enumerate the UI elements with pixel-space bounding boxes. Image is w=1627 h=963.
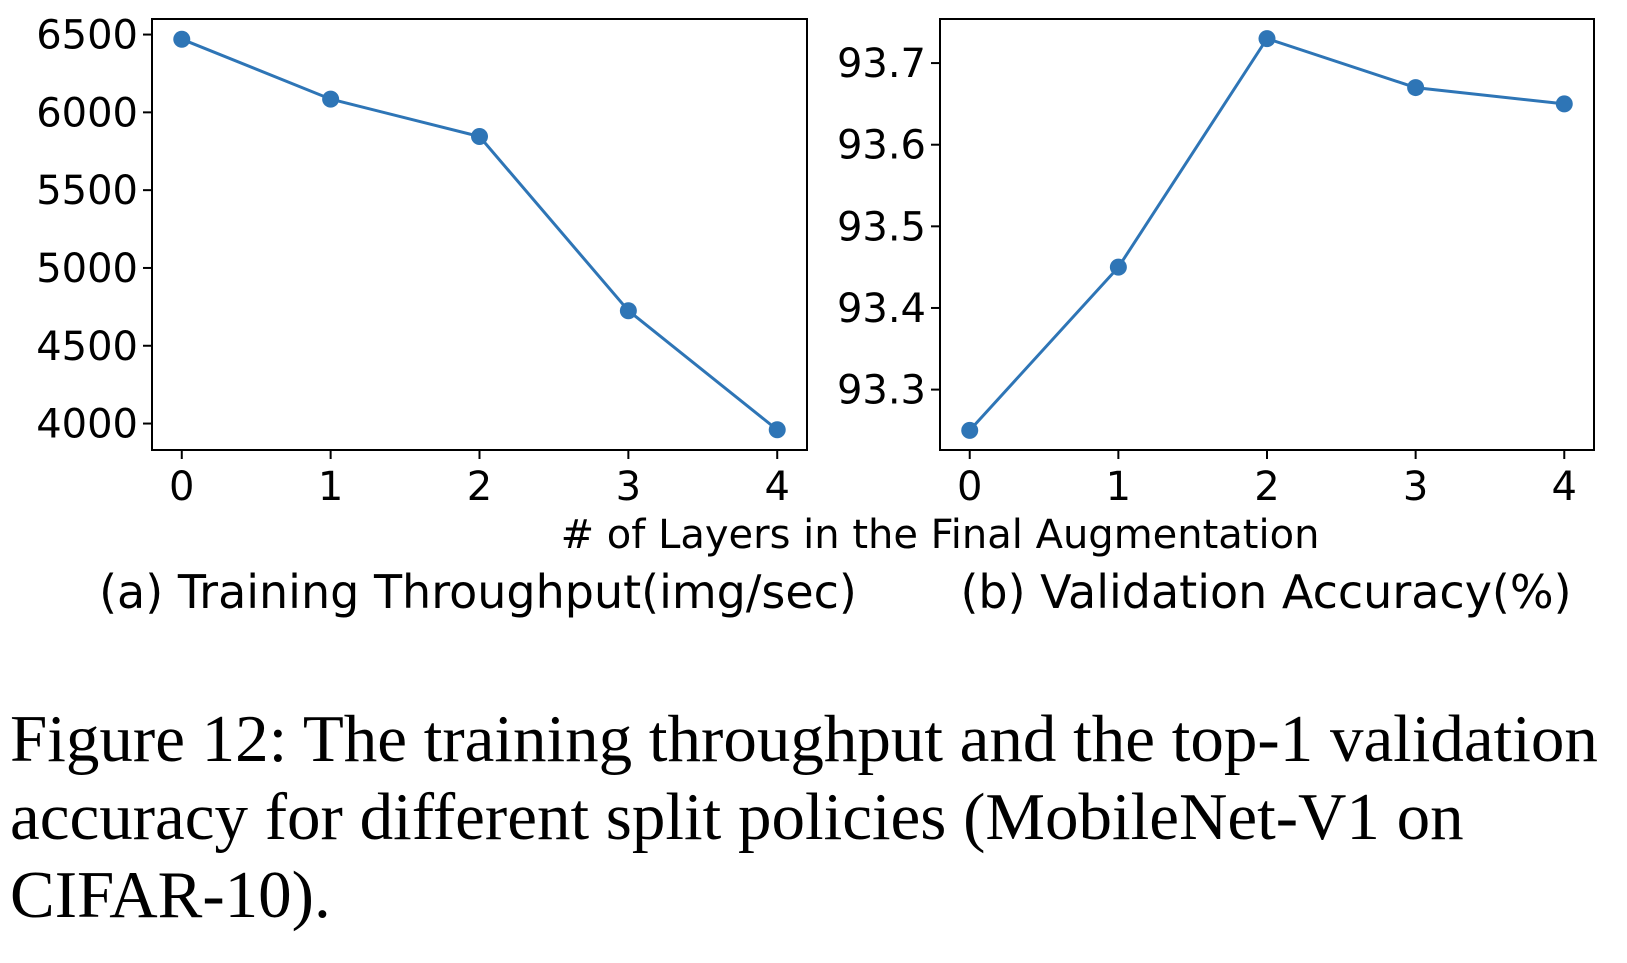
data-point (1407, 79, 1425, 97)
data-point (1555, 95, 1573, 113)
x-tick-label: 4 (765, 464, 790, 510)
y-tick-label: 93.7 (837, 41, 926, 87)
y-tick-label: 6000 (36, 90, 138, 136)
y-tick-label: 5000 (36, 246, 138, 292)
plot-frame (151, 18, 808, 451)
y-tick-label: 93.4 (837, 286, 926, 332)
x-tick-label: 1 (1106, 464, 1131, 510)
chart-validation-accuracy: 93.3 93.4 93.5 93.6 93.7 0 1 2 3 4 (837, 18, 1595, 510)
figure-caption: Figure 12: The training throughput and t… (10, 702, 1598, 932)
y-tick-label: 5500 (36, 168, 138, 214)
subcaption-b: (b) Validation Accuracy(%) (960, 565, 1571, 619)
y-tick-label: 93.3 (837, 368, 926, 414)
data-point (471, 127, 488, 145)
data-point (1109, 258, 1127, 276)
shared-x-axis-label: # of Layers in the Final Augmentation (561, 512, 1320, 558)
data-point (768, 421, 786, 439)
series-line (181, 37, 779, 431)
x-tick-label: 1 (318, 464, 343, 510)
x-tick-label: 3 (616, 464, 641, 510)
data-point (1258, 30, 1276, 48)
subcaption-a: (a) Training Throughput(img/sec) (99, 565, 857, 619)
x-tick-label: 4 (1552, 464, 1577, 510)
x-tick-label: 2 (1254, 464, 1279, 510)
y-tick-label: 93.6 (837, 123, 926, 169)
y-tick-label: 93.5 (837, 204, 926, 250)
x-tick-label: 3 (1403, 464, 1428, 510)
data-point (173, 30, 191, 48)
plot-frame (939, 18, 1595, 451)
y-tick-label: 4000 (36, 402, 138, 448)
data-point (322, 90, 340, 108)
x-tick-label: 0 (169, 464, 194, 510)
chart-training-throughput: 4000 4500 5000 5500 6000 6500 0 1 2 3 4 (36, 13, 808, 510)
data-point (961, 421, 979, 439)
data-point (619, 302, 637, 320)
x-tick-label: 0 (957, 464, 982, 510)
y-tick-label: 6500 (36, 13, 138, 59)
series-line (968, 36, 1565, 432)
y-tick-label: 4500 (36, 324, 138, 370)
x-tick-label: 2 (467, 464, 492, 510)
